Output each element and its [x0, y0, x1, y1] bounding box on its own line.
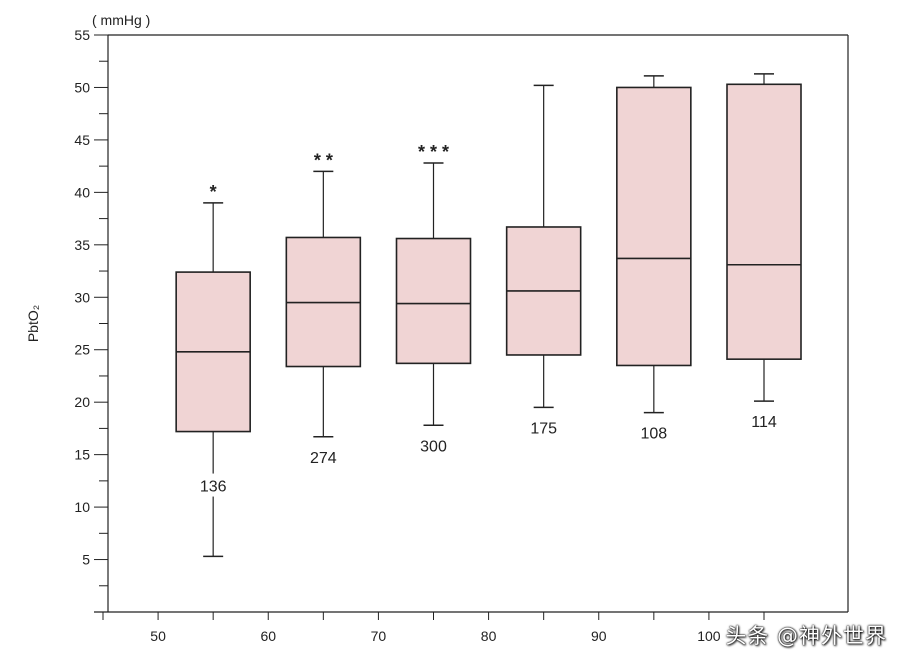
significance-marker: * * *: [418, 142, 449, 162]
boxes-layer: 136 * 274 * * 300 * * * 175 108 114: [175, 73, 802, 558]
box-iqr: [616, 86, 692, 367]
sample-count-label: 274: [310, 450, 337, 467]
y-tick-label: 15: [74, 447, 90, 463]
x-tick-label: 90: [591, 628, 607, 644]
sample-count-label: 136: [200, 479, 227, 496]
y-unit-label: ( mmHg ): [92, 12, 150, 28]
y-tick-label: 30: [74, 289, 90, 305]
sample-count-label: 114: [751, 414, 777, 431]
x-tick-label: 100: [697, 628, 721, 644]
y-tick-label: 50: [74, 79, 90, 95]
sample-count-label: 108: [640, 426, 667, 443]
x-tick-label: 50: [150, 628, 166, 644]
box-group: 274 * *: [285, 150, 362, 467]
box-group: 300 * * *: [395, 142, 472, 455]
y-tick-label: 20: [74, 394, 90, 410]
y-axis-label: PbtO₂: [25, 305, 41, 342]
axes-layer: 5 10 15 20 25 30 35 40 45 50 55 50 60 70 80 90 100: [74, 27, 849, 644]
y-tick-label: 55: [74, 27, 90, 43]
box-iqr: [395, 237, 472, 365]
y-tick-label: 35: [74, 237, 90, 253]
box-group: 175: [505, 84, 582, 437]
significance-marker: * *: [314, 150, 333, 170]
x-tick-label: 70: [371, 628, 387, 644]
significance-marker: *: [210, 182, 217, 202]
y-tick-label: 45: [74, 132, 90, 148]
y-tick-label: 5: [82, 552, 90, 568]
labels-layer: ( mmHg ) PbtO₂: [25, 12, 150, 342]
sample-count-label: 175: [530, 420, 557, 437]
y-tick-label: 25: [74, 342, 90, 358]
box-group: 108: [616, 75, 692, 443]
box-group: 136 *: [175, 182, 251, 558]
sample-count-label: 300: [420, 438, 447, 455]
box-group: 114: [726, 73, 802, 431]
x-tick-label: 80: [481, 628, 497, 644]
y-tick-label: 40: [74, 184, 90, 200]
box-iqr: [726, 83, 802, 360]
y-tick-label: 10: [74, 499, 90, 515]
watermark-text: 头条 @神外世界: [725, 624, 887, 648]
x-tick-label: 60: [260, 628, 276, 644]
